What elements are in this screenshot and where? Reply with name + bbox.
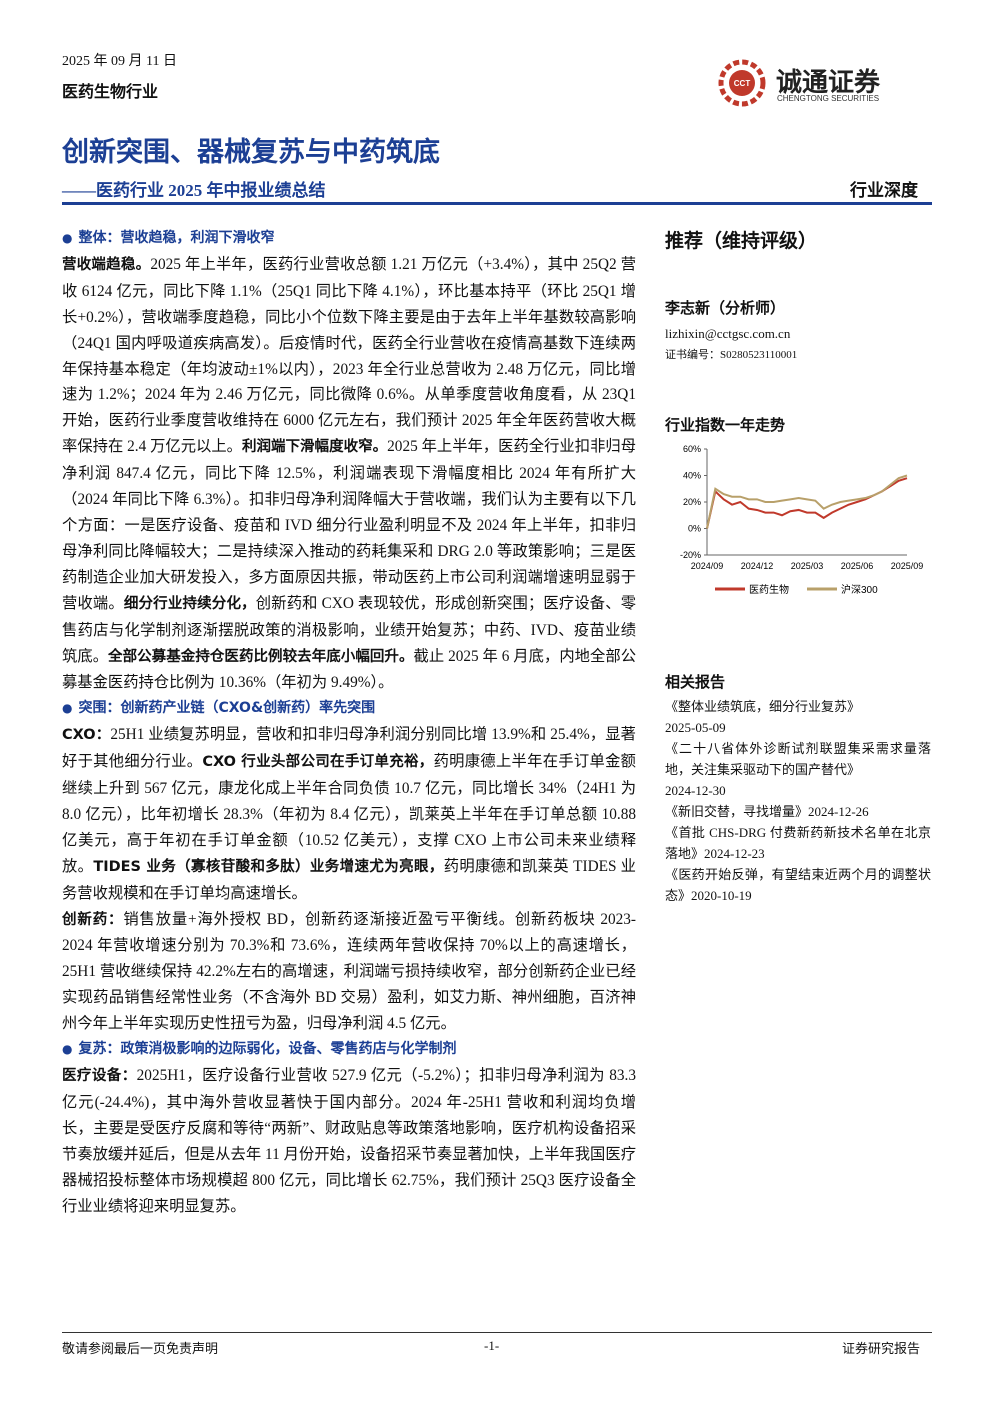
related-list: 《整体业绩筑底，细分行业复苏》 2025-05-09 《二十八省体外诊断试剂联盟集采… [665,696,931,906]
related-date: 2025-05-09 [665,720,726,735]
bold-run: CXO： [62,727,111,744]
chart-title: 行业指数一年走势 [665,416,786,434]
paragraph: 创新药：销售放量+海外授权 BD，创新药逐渐接近盈亏平衡线。创新药板块 2023… [62,907,636,1038]
subtitle: ——医药行业 2025 年中报业绩总结 [62,181,326,200]
company-name: 诚通证券 [776,68,881,98]
y-tick-label: 0% [688,524,701,534]
x-tick-label: 2024/09 [691,561,724,571]
footer-rule [62,1332,932,1333]
title: 创新突围、器械复苏与中药筑底 [62,137,440,167]
series-line [706,477,908,529]
related-date: 2024-12-30 [665,783,726,798]
analyst: 李志新（分析师） [665,299,786,317]
sidebar: 推荐（维持评级） 李志新（分析师） lizhixin@cctgsc.com.cn… [665,226,931,906]
text-run: 销售放量+海外授权 BD，创新药逐渐接近盈亏平衡线。创新药板块 2023-202… [62,910,637,1033]
y-tick-label: 20% [683,497,701,507]
related-item: 《整体业绩筑底，细分行业复苏》 2025-05-09 [665,696,931,738]
section-heading: 突围：创新药产业链（CXO&创新药）率先突围 [62,696,636,722]
related-title: 《首批 CHS-DRG 付费新药新技术名单在北京落地》 [665,825,931,861]
logo-core [729,70,755,96]
related-title: 《整体业绩筑底，细分行业复苏》 [665,699,861,714]
disclaimer: 敬请参阅最后一页免责声明 [62,1341,219,1356]
y-tick-label: 60% [683,444,701,454]
logo-ring [718,59,766,107]
certificate: 证书编号：S0280523110001 [665,349,798,361]
email: lizhixin@cctgsc.com.cn [665,326,791,341]
text-run: 2025 年上半年，医药全行业扣非归母净利润 847.4 亿元，同比下降 12.… [62,438,636,612]
related-title: 《新旧交替，寻找增量》 [665,804,809,819]
index-chart: -20% 0% 20% 40% 60% 2024/09 2024/12 2025/03 2025… [680,444,924,596]
x-tick-label: 2024/12 [741,561,774,571]
related-item: 《首批 CHS-DRG 付费新药新技术名单在北京落地》2024-12-23 [665,822,931,864]
report-tag: 行业深度 [850,181,918,200]
bold-run: 医疗设备： [62,1068,137,1084]
section-heading: 复苏：政策消极影响的边际弱化，设备、零售药店与化学制剂 [62,1037,636,1063]
report-type: 证券研究报告 [842,1341,921,1356]
related-date: 2024-12-26 [808,804,869,819]
bold-run: 利润端下滑幅度收窄。 [241,439,388,456]
related-item: 《新旧交替，寻找增量》2024-12-26 [665,801,931,822]
series-line [706,474,908,529]
paragraph: 营收端趋稳。2025 年上半年，医药行业营收总额 1.21 万亿元（+3.4%）… [62,252,636,696]
logo-icon: CCT [718,59,766,107]
rating: 推荐（维持评级） [665,230,818,252]
text-run: 2025H1，医疗设备行业营收 527.9 亿元（-5.2%）；扣非归母净利润为… [62,1067,637,1215]
section-heading: 整体：营收趋稳，利润下滑收窄 [62,226,636,252]
text-run: 截止 2025 年 6 月底，内地全部公募基金医药持仓比例为 10.36%（年初… [62,647,636,692]
y-tick-label: 40% [683,471,701,481]
header-rule [62,202,932,205]
paragraph: CXO：25H1 业绩复苏明显，营收和扣非归母净利润分别同比增 13.9%和 2… [62,722,636,906]
bold-run: 全部公募基金持仓医药比例较去年底小幅回升。 [108,648,414,665]
bold-run: 营收端趋稳。 [62,256,151,273]
x-tick-label: 2025/09 [891,561,924,571]
industry: 医药生物行业 [62,84,159,101]
related-item: 《二十八省体外诊断试剂联盟集采需求量落地，关注集采驱动下的国产替代》 2024-1… [665,738,931,801]
x-tick-label: 2025/03 [791,561,824,571]
text-run: 创新药和 CXO 表现较优，形成创新突围；医疗设备、零售药店与化学制剂逐渐摆脱政… [62,594,636,665]
x-tick-label: 2025/06 [841,561,874,571]
related-title: 《二十八省体外诊断试剂联盟集采需求量落地，关注集采驱动下的国产替代》 [665,741,931,777]
bold-run: 创新药： [62,911,124,928]
related-item: 《医药开始反弹，有望结束近两个月的调整状态》2020-10-19 [665,864,931,906]
company-en: CHENGTONG SECURITIES [777,94,880,103]
page-number: -1- [484,1338,500,1353]
legend-label: 医药生物 [749,583,789,596]
text-run: 2025 年上半年，医药行业营收总额 1.21 万亿元（+3.4%），其中 25… [62,255,637,456]
date: 2025 年 09 月 11 日 [62,54,177,69]
related-date: 2020-10-19 [691,888,752,903]
bold-run: CXO 行业头部公司在手订单充裕， [202,754,434,771]
related-title: 《医药开始反弹，有望结束近两个月的调整状态》 [665,867,931,903]
text-run: 药明康德上半年在手订单金额继续上升到 567 亿元，康龙化成上半年合同负债 10… [62,753,636,875]
legend-label: 沪深300 [841,583,878,596]
bold-run: TIDES 业务（寡核苷酸和多肽）业务增速尤为亮眼， [93,858,444,875]
related-title: 相关报告 [665,673,726,691]
logo-mark: CCT [734,79,751,88]
paragraph: 医疗设备：2025H1，医疗设备行业营收 527.9 亿元（-5.2%）；扣非归… [62,1063,636,1219]
related-date: 2024-12-23 [704,846,765,861]
text-run: 药明康德和凯莱英 TIDES 业务营收规模和在手订单均高速增长。 [62,857,636,902]
bold-run: 细分行业持续分化， [123,595,256,612]
text-run: 25H1 业绩复苏明显，营收和扣非归母净利润分别同比增 13.9%和 25.4%… [62,726,636,771]
y-tick-label: -20% [680,550,701,560]
